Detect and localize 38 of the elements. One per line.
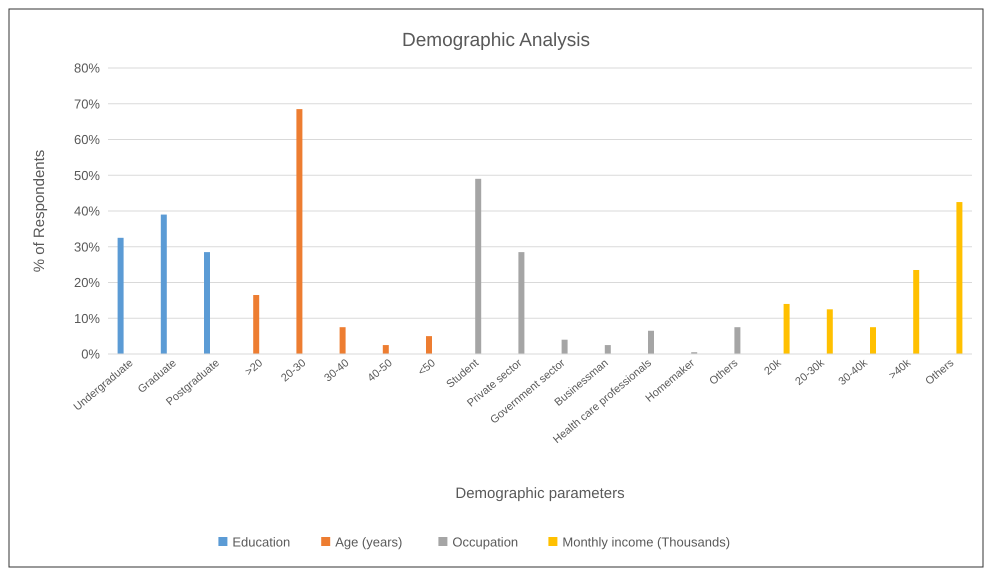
bar [160, 214, 167, 354]
x-tick-label: 20k [762, 356, 784, 378]
legend-label: Education [232, 534, 290, 550]
bar [253, 295, 260, 354]
bar [784, 304, 790, 354]
bar [382, 345, 389, 354]
bar [340, 327, 346, 354]
bar [734, 327, 740, 354]
y-axis-title: % of Respondents [31, 150, 48, 272]
legend-label: Age (years) [335, 534, 402, 550]
y-tick-label: 70% [74, 96, 100, 112]
bar [118, 238, 124, 354]
bar [648, 330, 654, 354]
x-axis-title: Demographic parameters [455, 485, 625, 502]
y-tick-label: 80% [74, 60, 100, 76]
y-tick-label: 0% [81, 346, 100, 362]
bar [826, 309, 833, 354]
y-tick-label: 50% [74, 168, 100, 183]
legend-label: Monthly income (Thousands) [562, 534, 730, 550]
y-tick-label: 20% [74, 275, 100, 290]
bar [518, 252, 524, 354]
bar [956, 202, 962, 354]
bar [913, 270, 920, 354]
y-tick-label: 40% [74, 204, 100, 219]
bar [475, 178, 482, 354]
y-tick-label: 30% [74, 239, 100, 254]
bar [562, 340, 568, 354]
bar [204, 252, 210, 354]
y-tick-label: 10% [74, 310, 100, 326]
bar [604, 345, 611, 354]
bar [296, 109, 302, 354]
bar [870, 327, 876, 354]
chart-title: Demographic Analysis [402, 30, 590, 51]
bar [426, 336, 432, 354]
x-tick-label: <50 [416, 357, 438, 378]
legend-label: Occupation [452, 534, 518, 550]
y-tick-label: 60% [74, 132, 100, 148]
x-tick-label: >20 [243, 357, 266, 378]
